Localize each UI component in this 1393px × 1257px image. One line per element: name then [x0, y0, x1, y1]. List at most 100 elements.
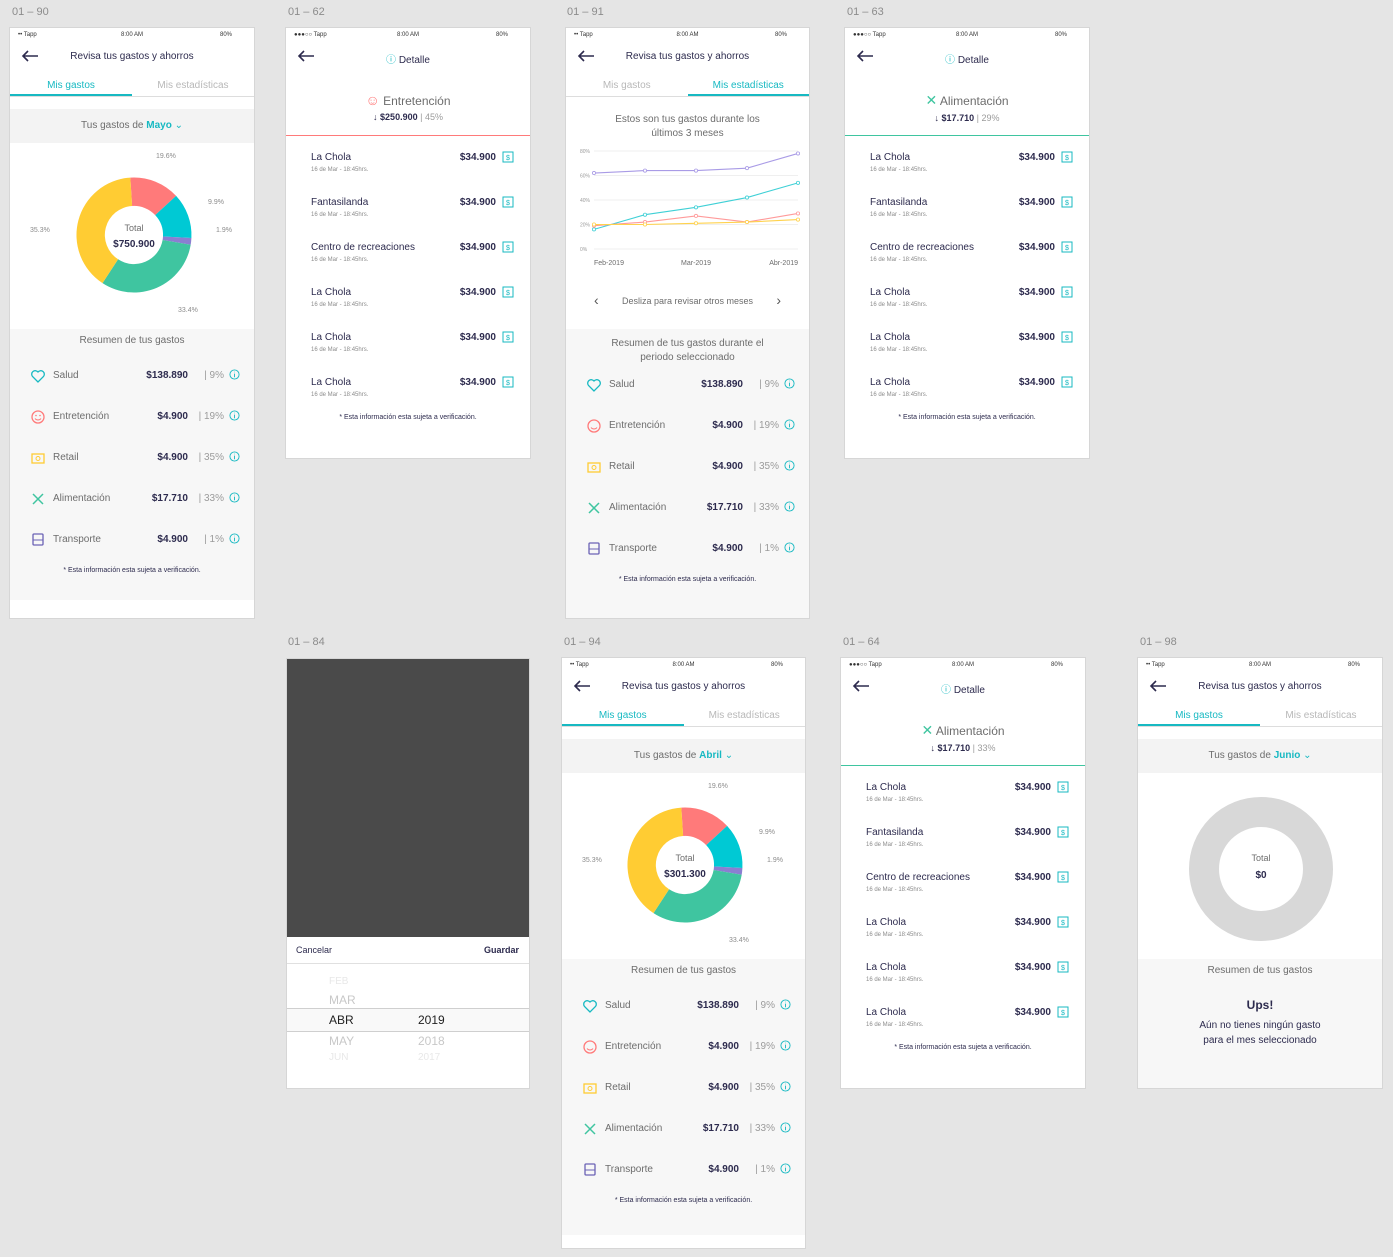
transaction-row[interactable]: La Chola 16 de Mar - 18:45hrs. $34.900 $: [286, 279, 530, 324]
picker-year[interactable]: 2018: [418, 1034, 445, 1048]
picker-month[interactable]: JUN: [329, 1052, 349, 1063]
save-button[interactable]: Guardar: [483, 945, 519, 955]
category-row-retail[interactable]: Retail $4.900 | 35%: [566, 453, 809, 494]
modal-overlay[interactable]: [287, 659, 529, 937]
category-row-salud[interactable]: Salud $138.890 | 9%: [562, 992, 805, 1033]
month-selector[interactable]: Tus gastos de Mayo ⌄: [10, 109, 254, 143]
info-icon[interactable]: [780, 999, 791, 1010]
receipt-icon[interactable]: $: [1057, 781, 1069, 793]
picker-month-selected[interactable]: ABR: [329, 1013, 354, 1027]
month-selector[interactable]: Tus gastos de Abril ⌄: [562, 739, 805, 773]
back-arrow-icon[interactable]: [572, 678, 592, 694]
transaction-row[interactable]: La Chola 16 de Mar - 18:45hrs. $34.900 $: [845, 144, 1089, 189]
info-icon[interactable]: [229, 492, 240, 503]
tab-mis-estadisticas[interactable]: Mis estadísticas: [157, 80, 229, 91]
month-selector[interactable]: Tus gastos de Junio ⌄: [1138, 739, 1382, 773]
category-row-salud[interactable]: Salud $138.890 | 9%: [566, 371, 809, 412]
category-row-entretencion[interactable]: Entretención $4.900 | 19%: [566, 412, 809, 453]
picker-month[interactable]: MAR: [329, 993, 356, 1007]
category-row-alimentacion[interactable]: Alimentación $17.710 | 33%: [566, 494, 809, 535]
tab-mis-gastos[interactable]: Mis gastos: [10, 78, 132, 96]
receipt-icon[interactable]: $: [1057, 916, 1069, 928]
transaction-row[interactable]: Fantasilanda 16 de Mar - 18:45hrs. $34.900…: [286, 189, 530, 234]
info-icon[interactable]: [229, 369, 240, 380]
info-icon[interactable]: [780, 1040, 791, 1051]
transaction-row[interactable]: La Chola 16 de Mar - 18:45hrs. $34.900 $: [845, 279, 1089, 324]
receipt-icon[interactable]: $: [1061, 151, 1073, 163]
month-year-wheel[interactable]: FEB MAR ABR MAY JUN 2019 2018 2017: [287, 964, 529, 1088]
receipt-icon[interactable]: $: [502, 241, 514, 253]
back-arrow-icon[interactable]: [576, 48, 596, 64]
category-row-alimentacion[interactable]: Alimentación $17.710 | 33%: [562, 1115, 805, 1156]
info-icon[interactable]: [229, 533, 240, 544]
back-arrow-icon[interactable]: [296, 48, 316, 64]
receipt-icon[interactable]: $: [1057, 826, 1069, 838]
category-row-entretencion[interactable]: Entretención $4.900 | 19%: [10, 403, 254, 444]
transaction-row[interactable]: Centro de recreaciones 16 de Mar - 18:45h…: [841, 864, 1085, 909]
category-row-retail[interactable]: Retail $4.900 | 35%: [562, 1074, 805, 1115]
back-arrow-icon[interactable]: [1148, 678, 1168, 694]
transaction-row[interactable]: La Chola 16 de Mar - 18:45hrs. $34.900 $: [841, 774, 1085, 819]
info-icon[interactable]: [784, 419, 795, 430]
receipt-icon[interactable]: $: [502, 196, 514, 208]
receipt-icon[interactable]: $: [1057, 871, 1069, 883]
transaction-row[interactable]: Fantasilanda 16 de Mar - 18:45hrs. $34.900…: [841, 819, 1085, 864]
info-icon[interactable]: [229, 410, 240, 421]
transaction-row[interactable]: Centro de recreaciones 16 de Mar - 18:45h…: [845, 234, 1089, 279]
info-icon[interactable]: [229, 451, 240, 462]
cancel-button[interactable]: Cancelar: [296, 945, 333, 955]
receipt-icon[interactable]: $: [502, 286, 514, 298]
tab-mis-gastos[interactable]: Mis gastos: [602, 80, 651, 91]
back-arrow-icon[interactable]: [855, 48, 875, 64]
transaction-row[interactable]: La Chola 16 de Mar - 18:45hrs. $34.900 $: [286, 369, 530, 414]
picker-year[interactable]: 2017: [418, 1052, 441, 1063]
receipt-icon[interactable]: $: [502, 331, 514, 343]
tab-mis-estadisticas[interactable]: Mis estadísticas: [708, 710, 780, 721]
receipt-icon[interactable]: $: [1061, 286, 1073, 298]
picker-year-selected[interactable]: 2019: [418, 1013, 445, 1027]
receipt-icon[interactable]: $: [1061, 331, 1073, 343]
transaction-row[interactable]: La Chola 16 de Mar - 18:45hrs. $34.900 $: [845, 369, 1089, 414]
category-row-retail[interactable]: Retail $4.900 | 35%: [10, 444, 254, 485]
transaction-row[interactable]: La Chola 16 de Mar - 18:45hrs. $34.900 $: [286, 324, 530, 369]
picker-month[interactable]: FEB: [329, 976, 349, 987]
chevron-left-icon[interactable]: ‹: [594, 292, 599, 308]
info-icon[interactable]: [780, 1163, 791, 1174]
picker-month[interactable]: MAY: [329, 1034, 355, 1048]
receipt-icon[interactable]: $: [1057, 961, 1069, 973]
transaction-row[interactable]: Fantasilanda 16 de Mar - 18:45hrs. $34.900…: [845, 189, 1089, 234]
chevron-right-icon[interactable]: ›: [776, 292, 781, 308]
tab-mis-estadisticas[interactable]: Mis estadísticas: [687, 78, 809, 96]
receipt-icon[interactable]: $: [502, 151, 514, 163]
tab-mis-estadisticas[interactable]: Mis estadísticas: [1285, 710, 1357, 721]
info-icon[interactable]: [784, 501, 795, 512]
receipt-icon[interactable]: $: [1061, 376, 1073, 388]
detail-header: ☺ Entretención ↓ $250.900 | 45%: [286, 82, 530, 136]
category-row-entretencion[interactable]: Entretención $4.900 | 19%: [562, 1033, 805, 1074]
transaction-row[interactable]: La Chola 16 de Mar - 18:45hrs. $34.900 $: [841, 909, 1085, 954]
receipt-icon[interactable]: $: [1061, 241, 1073, 253]
back-arrow-icon[interactable]: [851, 678, 871, 694]
category-row-transporte[interactable]: Transporte $4.900 | 1%: [566, 535, 809, 576]
category-row-alimentacion[interactable]: Alimentación $17.710 | 33%: [10, 485, 254, 526]
transaction-row[interactable]: La Chola 16 de Mar - 18:45hrs. $34.900 $: [841, 999, 1085, 1044]
transaction-row[interactable]: Centro de recreaciones 16 de Mar - 18:45h…: [286, 234, 530, 279]
info-icon[interactable]: [784, 542, 795, 553]
tab-mis-gastos[interactable]: Mis gastos: [1138, 708, 1260, 726]
receipt-icon[interactable]: $: [1061, 196, 1073, 208]
transaction-row[interactable]: La Chola 16 de Mar - 18:45hrs. $34.900 $: [841, 954, 1085, 999]
receipt-icon[interactable]: $: [502, 376, 514, 388]
category-row-transporte[interactable]: Transporte $4.900 | 1%: [562, 1156, 805, 1197]
info-icon[interactable]: [780, 1122, 791, 1133]
transaction-row[interactable]: La Chola 16 de Mar - 18:45hrs. $34.900 $: [845, 324, 1089, 369]
info-icon[interactable]: [780, 1081, 791, 1092]
tab-mis-gastos[interactable]: Mis gastos: [562, 708, 684, 726]
info-icon[interactable]: [784, 378, 795, 389]
x-tick-label: Abr-2019: [769, 260, 798, 267]
info-icon[interactable]: [784, 460, 795, 471]
category-row-salud[interactable]: Salud $138.890 | 9%: [10, 362, 254, 403]
receipt-icon[interactable]: $: [1057, 1006, 1069, 1018]
back-arrow-icon[interactable]: [20, 48, 40, 64]
transaction-row[interactable]: La Chola 16 de Mar - 18:45hrs. $34.900 $: [286, 144, 530, 189]
category-row-transporte[interactable]: Transporte $4.900 | 1%: [10, 526, 254, 567]
